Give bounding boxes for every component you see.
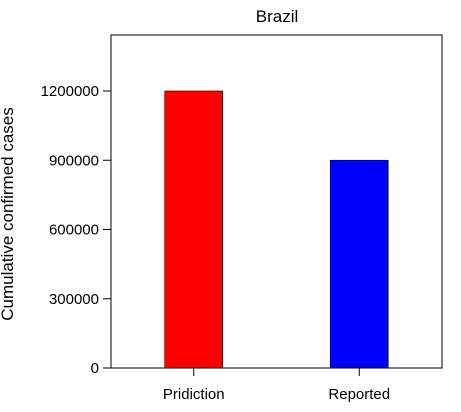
bar-pridiction xyxy=(164,90,224,369)
plot-frame xyxy=(110,34,443,369)
y-axis: 0 300000 600000 900000 1200000 xyxy=(41,83,112,377)
bar-reported xyxy=(329,159,389,369)
y-tick-label: 300000 xyxy=(49,291,99,308)
x-axis: Pridiction Reported xyxy=(163,368,390,403)
chart-title: Brazil xyxy=(256,7,299,26)
y-tick-label: 600000 xyxy=(49,222,99,239)
y-axis-label: Cumulative confirmed cases xyxy=(0,107,17,321)
y-tick-label: 1200000 xyxy=(41,83,99,100)
x-tick-label: Reported xyxy=(328,386,390,403)
x-tick-label: Pridiction xyxy=(163,386,225,403)
y-tick-label: 0 xyxy=(91,360,99,377)
y-tick-label: 900000 xyxy=(49,152,99,169)
bars-group xyxy=(164,90,389,369)
